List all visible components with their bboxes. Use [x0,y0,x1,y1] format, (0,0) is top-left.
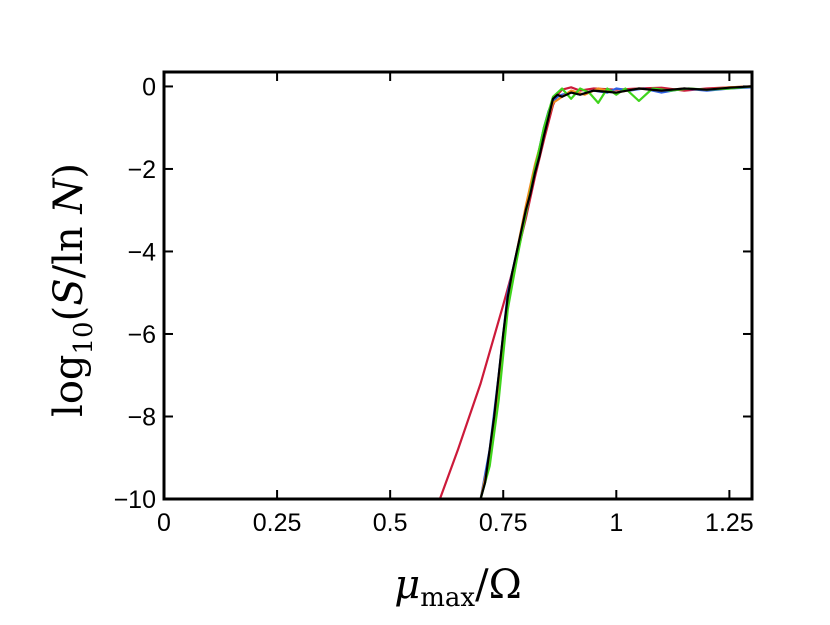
plot-frame [162,70,754,501]
x-tick-label: 0.75 [479,509,528,537]
x-tick-label: 0.5 [373,509,408,537]
y-axis-label: log10(S/ln N) [46,163,99,417]
series-line-5 [479,85,753,500]
y-tick-label: −10 [114,486,156,514]
y-tick-label: −4 [127,238,156,266]
x-axis-label: μmax/Ω [394,562,521,613]
x-tick-label: 0 [157,509,171,537]
tick-layer: 0 0.25 0.5 0.75 1 1.25 0 −2 −4 −6 −8 −10 [114,72,754,537]
x-tick-label: 0.25 [253,509,302,537]
y-tick-label: −8 [127,403,156,431]
series-layer [438,85,753,500]
y-tick-label: −2 [127,156,156,184]
x-tick-label: 1.25 [705,509,754,537]
y-tick-label: −6 [127,321,156,349]
y-tick-label: 0 [142,73,156,101]
x-tick-label: 1 [609,509,623,537]
